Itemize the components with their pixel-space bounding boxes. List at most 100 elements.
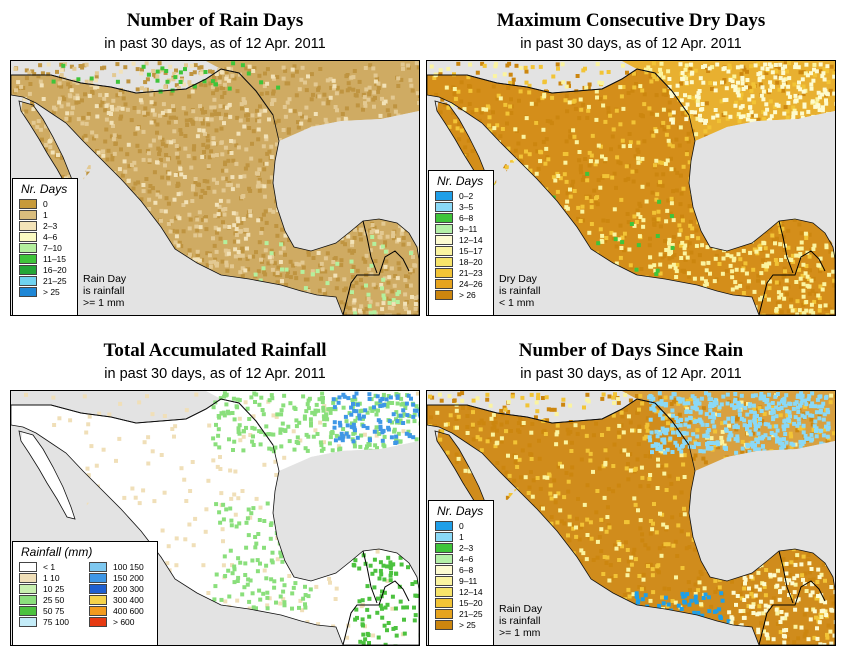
map-note: Dry Day is rainfall < 1 mm xyxy=(499,273,540,309)
mexico-map xyxy=(427,61,835,315)
legend-label: 100 150 xyxy=(113,561,144,572)
map-rain-days: Nr. Days 0 1 2–3 4–6 7–10 11–15 16–20 21–25 > 25… xyxy=(10,60,420,316)
legend-label: 75 100 xyxy=(43,616,69,627)
legend-label: 7–10 xyxy=(43,242,62,253)
legend-item: 6–8 xyxy=(435,564,493,575)
legend-items: 0–2 3–5 6–8 9–11 12–14 15–17 18–20 21–23 24–26 > … xyxy=(429,190,493,300)
legend-items: 0 1 2–3 4–6 7–10 11–15 16–20 21–25 > 25 xyxy=(13,198,77,297)
legend-item: 24–26 xyxy=(435,278,493,289)
legend-item: 11–15 xyxy=(19,253,77,264)
baja-california xyxy=(19,431,75,519)
legend-swatch xyxy=(435,267,453,278)
mexico-map xyxy=(427,391,835,645)
coastline xyxy=(11,68,419,315)
country-border xyxy=(778,550,794,604)
legend-item: 200 300 xyxy=(89,583,155,594)
baja-california xyxy=(435,101,491,189)
legend-item: 2–3 xyxy=(19,220,77,231)
legend-swatch xyxy=(89,616,107,627)
legend-swatch xyxy=(435,212,453,223)
legend-item: 150 200 xyxy=(89,572,155,583)
legend-item: 10 25 xyxy=(19,583,85,594)
legend-rain-days: Nr. Days 0 1 2–3 4–6 7–10 11–15 16–20 21–25 > 25 xyxy=(12,178,78,315)
country-border xyxy=(758,580,826,645)
legend-item: 18–20 xyxy=(435,256,493,267)
legend-swatch xyxy=(19,561,37,572)
legend-label: 2–3 xyxy=(459,542,474,553)
legend-item: 100 150 xyxy=(89,561,155,572)
legend-label: 200 300 xyxy=(113,583,144,594)
country-border xyxy=(362,220,378,274)
panel-title: Number of Days Since Rain xyxy=(518,340,744,361)
legend-swatch xyxy=(19,286,37,297)
legend-swatch xyxy=(435,586,453,597)
legend-swatch xyxy=(19,231,37,242)
legend-item: < 1 xyxy=(19,561,85,572)
legend-label: 21–25 xyxy=(43,275,67,286)
legend-swatch xyxy=(435,564,453,575)
legend-item: 1 xyxy=(435,531,493,542)
legend-label: > 26 xyxy=(459,289,476,300)
legend-item: 50 75 xyxy=(19,605,85,616)
note-line: is rainfall xyxy=(499,615,541,627)
pacific-ocean xyxy=(427,95,759,315)
legend-label: 9–11 xyxy=(459,223,478,234)
legend-label: > 25 xyxy=(43,286,60,297)
legend-item: 9–11 xyxy=(435,223,493,234)
legend-label: 15–20 xyxy=(459,597,483,608)
panel-total-rainfall: Total Accumulated Rainfall in past 30 da… xyxy=(10,330,420,650)
legend-label: 25 50 xyxy=(43,594,65,605)
legend-label: 12–14 xyxy=(459,586,483,597)
mexico-map xyxy=(11,61,419,315)
legend-label: 6–8 xyxy=(459,212,474,223)
mexico-mainland xyxy=(427,69,835,315)
legend-label: 2–3 xyxy=(43,220,58,231)
legend-label: 0 xyxy=(459,520,464,531)
legend-swatch xyxy=(435,223,453,234)
country-border xyxy=(758,250,826,315)
legend-label: 21–25 xyxy=(459,608,483,619)
panel-subtitle: in past 30 days, as of 12 Apr. 2011 xyxy=(520,36,742,52)
legend-label: 300 400 xyxy=(113,594,144,605)
legend-column-right: 100 150 150 200 200 300 300 400 400 600 > 600 xyxy=(89,561,155,627)
map-note: Rain Day is rainfall >= 1 mm xyxy=(83,273,126,309)
country-border xyxy=(778,220,794,274)
gulf-of-california xyxy=(33,435,101,519)
gulf-of-mexico xyxy=(273,441,419,581)
legend-swatch xyxy=(19,572,37,583)
gulf-of-california xyxy=(449,105,517,189)
coastline xyxy=(427,398,835,645)
legend-label: 6–8 xyxy=(459,564,474,575)
gulf-of-california xyxy=(33,105,101,189)
legend-item: > 25 xyxy=(19,286,77,297)
legend-item: 3–5 xyxy=(435,201,493,212)
map-note: Rain Day is rainfall >= 1 mm xyxy=(499,603,542,639)
gulf-of-mexico xyxy=(689,441,835,581)
legend-swatch xyxy=(435,289,453,300)
legend-label: 16–20 xyxy=(43,264,67,275)
legend-since-rain: Nr. Days 0 1 2–3 4–6 6–8 9–11 12–14 15–20 21–25 >… xyxy=(428,500,494,645)
mexico-mainland xyxy=(11,399,419,645)
note-line: < 1 mm xyxy=(499,297,535,309)
legend-label: 1 10 xyxy=(43,572,60,583)
legend-title: Nr. Days xyxy=(437,504,484,518)
legend-item: 4–6 xyxy=(435,553,493,564)
legend-swatch xyxy=(89,583,107,594)
legend-item: 21–25 xyxy=(19,275,77,286)
coastline xyxy=(18,430,76,520)
legend-title: Rainfall (mm) xyxy=(21,545,93,559)
legend-swatch xyxy=(435,256,453,267)
legend-label: 9–11 xyxy=(459,575,478,586)
legend-dry-days: Nr. Days 0–2 3–5 6–8 9–11 12–14 15–17 18–20 21–… xyxy=(428,170,494,315)
legend-swatch xyxy=(435,575,453,586)
legend-swatch xyxy=(89,594,107,605)
legend-label: 1 xyxy=(43,209,48,220)
legend-label: 12–14 xyxy=(459,234,483,245)
panel-title: Total Accumulated Rainfall xyxy=(103,340,327,361)
legend-swatch xyxy=(89,572,107,583)
panel-subtitle: in past 30 days, as of 12 Apr. 2011 xyxy=(520,366,742,382)
legend-label: 11–15 xyxy=(43,253,67,264)
